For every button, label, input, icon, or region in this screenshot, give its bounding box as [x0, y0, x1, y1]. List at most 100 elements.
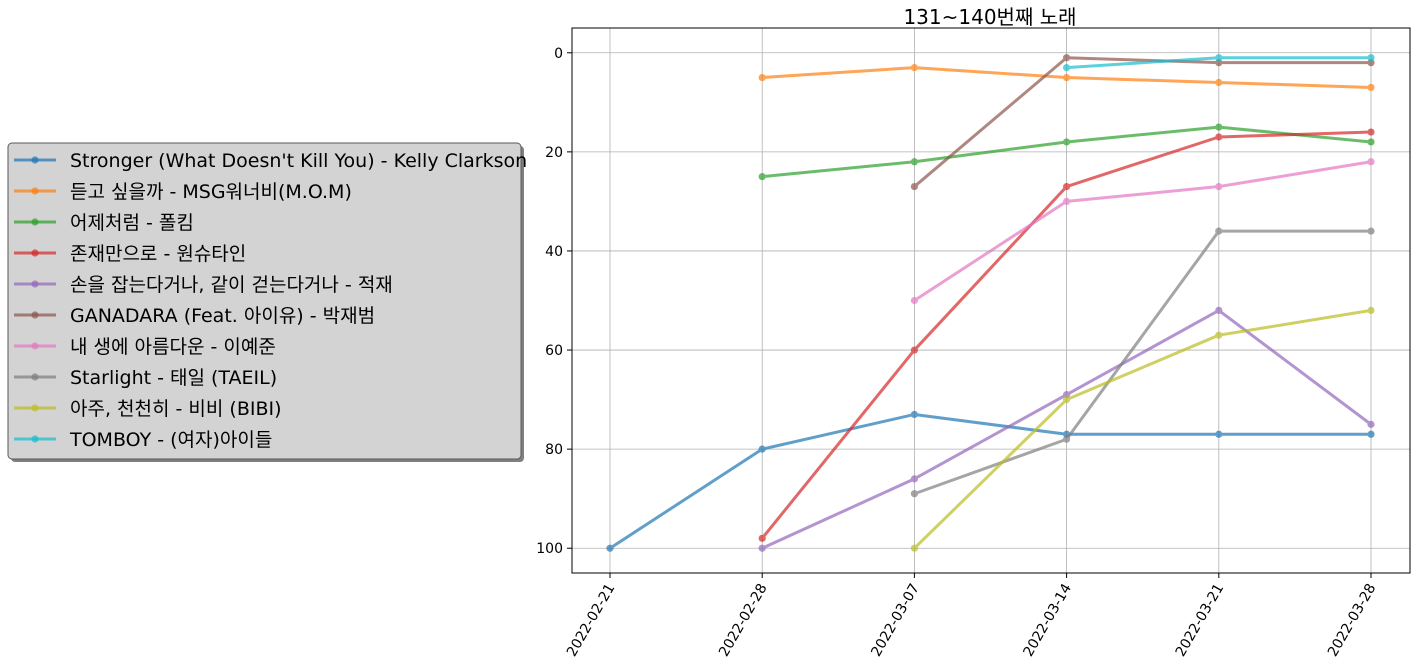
x-axis: 2022-02-21 2022-02-28 2022-03-07 2022-03-14…	[564, 573, 1380, 660]
x-tick-label: 2022-03-21	[1173, 581, 1228, 659]
x-tick-label: 2022-03-07	[868, 581, 923, 659]
y-tick-label: 60	[545, 343, 563, 359]
series-8	[910, 227, 1375, 498]
series-1	[606, 410, 1375, 552]
data-point	[758, 173, 766, 181]
data-point	[1215, 123, 1223, 131]
legend-marker	[31, 156, 39, 164]
series-3	[758, 123, 1375, 181]
y-tick-label: 40	[545, 244, 563, 260]
legend-label: Starlight - 태일 (TAEIL)	[70, 367, 277, 389]
series-9	[910, 306, 1375, 552]
data-point	[1063, 435, 1071, 443]
data-point	[1367, 420, 1375, 428]
data-point	[1367, 158, 1375, 166]
legend-marker	[31, 373, 39, 381]
data-point	[758, 544, 766, 552]
legend-item: TOMBOY - (여자)아이들	[14, 429, 272, 451]
data-point	[758, 73, 766, 82]
data-point	[910, 346, 919, 354]
legend-marker	[31, 187, 39, 195]
data-point	[1367, 83, 1375, 92]
x-tick-label: 2022-03-28	[1325, 581, 1380, 659]
legend-label: GANADARA (Feat. 아이유) - 박재범	[70, 305, 375, 327]
data-point	[1367, 59, 1375, 67]
chart-title: 131~140번째 노래	[903, 5, 1076, 29]
data-point	[910, 158, 919, 166]
data-point	[1215, 78, 1223, 87]
series-line	[913, 308, 1372, 550]
series-10	[1063, 54, 1375, 72]
data-point	[910, 64, 919, 72]
data-point	[1063, 197, 1071, 206]
legend-item: 손을 잡는다거나, 같이 걷는다거나 - 적재	[14, 274, 393, 296]
series-layer	[606, 54, 1375, 552]
legend-label: 어제처럼 - 폴킴	[70, 212, 194, 234]
x-tick-label: 2022-02-28	[716, 581, 771, 659]
data-point	[910, 475, 919, 483]
legend-marker	[31, 218, 39, 226]
legend-marker	[31, 404, 39, 412]
series-line	[913, 229, 1371, 496]
legend-box	[7, 142, 522, 460]
data-point	[1063, 73, 1071, 82]
data-point	[1063, 54, 1071, 62]
legend-label: Stronger (What Doesn't Kill You) - Kelly…	[70, 150, 527, 172]
legend-marker	[31, 342, 39, 350]
data-point	[1215, 227, 1223, 235]
data-point	[1367, 430, 1375, 438]
data-point	[1367, 54, 1375, 62]
data-point	[1367, 227, 1375, 235]
data-point	[1367, 138, 1375, 146]
legend-label: 손을 잡는다거나, 같이 걷는다거나 - 적재	[70, 274, 393, 296]
series-6	[910, 54, 1375, 191]
data-point	[910, 490, 919, 498]
legend: Stronger (What Doesn't Kill You) - Kelly…	[7, 142, 527, 462]
legend-marker	[31, 280, 39, 288]
series-4	[758, 128, 1375, 542]
legend-label: TOMBOY - (여자)아이들	[69, 429, 272, 451]
data-point	[1063, 138, 1071, 146]
x-tick-label: 2022-02-21	[564, 581, 619, 659]
legend-item: GANADARA (Feat. 아이유) - 박재범	[14, 305, 375, 327]
legend-label: 존재만으로 - 원슈타인	[70, 243, 246, 265]
data-point	[606, 544, 614, 552]
data-point	[1367, 306, 1375, 315]
x-tick-label: 2022-03-14	[1021, 581, 1076, 660]
data-point	[1367, 128, 1375, 136]
data-point	[1215, 331, 1223, 339]
legend-item: 존재만으로 - 원슈타인	[14, 243, 246, 265]
data-point	[910, 296, 919, 305]
data-point	[758, 534, 766, 542]
series-line	[913, 160, 1372, 302]
data-point	[1215, 133, 1223, 141]
legend-marker	[31, 249, 39, 257]
data-point	[1215, 54, 1223, 62]
data-point	[1215, 306, 1223, 315]
data-point	[910, 182, 919, 191]
y-tick-label: 80	[545, 442, 563, 458]
legend-label: 아주, 천천히 - 비비 (BIBI)	[70, 398, 282, 420]
data-point	[1063, 182, 1071, 191]
legend-label: 듣고 싶을까 - MSG워너비(M.O.M)	[70, 181, 352, 203]
data-point	[910, 544, 919, 552]
data-point	[1215, 430, 1223, 438]
series-2	[758, 64, 1375, 92]
data-point	[1215, 59, 1223, 67]
plot-frame	[571, 27, 1411, 574]
legend-label: 내 생에 아름다운 - 이예준	[70, 336, 276, 358]
data-point	[1063, 391, 1071, 399]
legend-item: Starlight - 태일 (TAEIL)	[14, 367, 277, 389]
data-point	[1215, 182, 1223, 191]
legend-item: Stronger (What Doesn't Kill You) - Kelly…	[14, 150, 527, 172]
series-line	[913, 56, 1371, 188]
y-axis: 0 20 40 60 80 100	[536, 46, 572, 557]
y-tick-label: 20	[545, 145, 563, 161]
legend-marker	[31, 311, 39, 319]
data-point	[1063, 64, 1071, 72]
series-line	[609, 412, 1371, 550]
legend-marker	[31, 435, 39, 443]
legend-item: 내 생에 아름다운 - 이예준	[14, 336, 276, 358]
y-tick-label: 100	[536, 541, 563, 557]
